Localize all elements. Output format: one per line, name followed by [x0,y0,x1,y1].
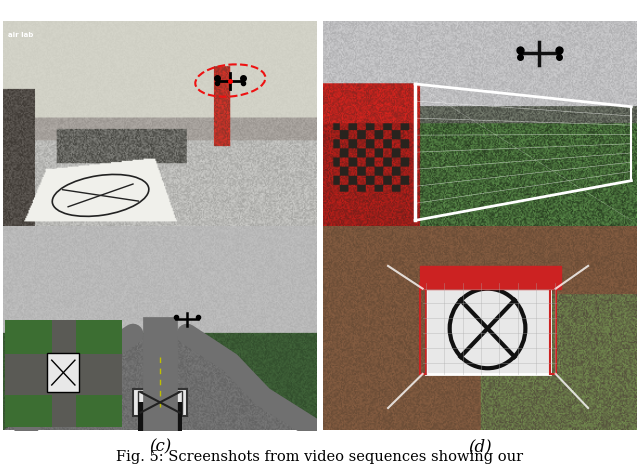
Bar [138,402,182,431]
Bar [138,391,182,414]
FancyBboxPatch shape [133,389,187,416]
Bar [420,283,426,374]
Bar [420,266,561,288]
Text: air lab: air lab [8,32,33,39]
Text: (b): (b) [468,233,492,250]
Bar [550,283,556,374]
Text: (d): (d) [468,438,492,455]
Text: (a): (a) [148,233,172,250]
Text: (c): (c) [149,438,171,455]
Text: Fig. 5: Screenshots from video sequences showing our: Fig. 5: Screenshots from video sequences… [116,450,524,464]
Polygon shape [426,283,550,374]
